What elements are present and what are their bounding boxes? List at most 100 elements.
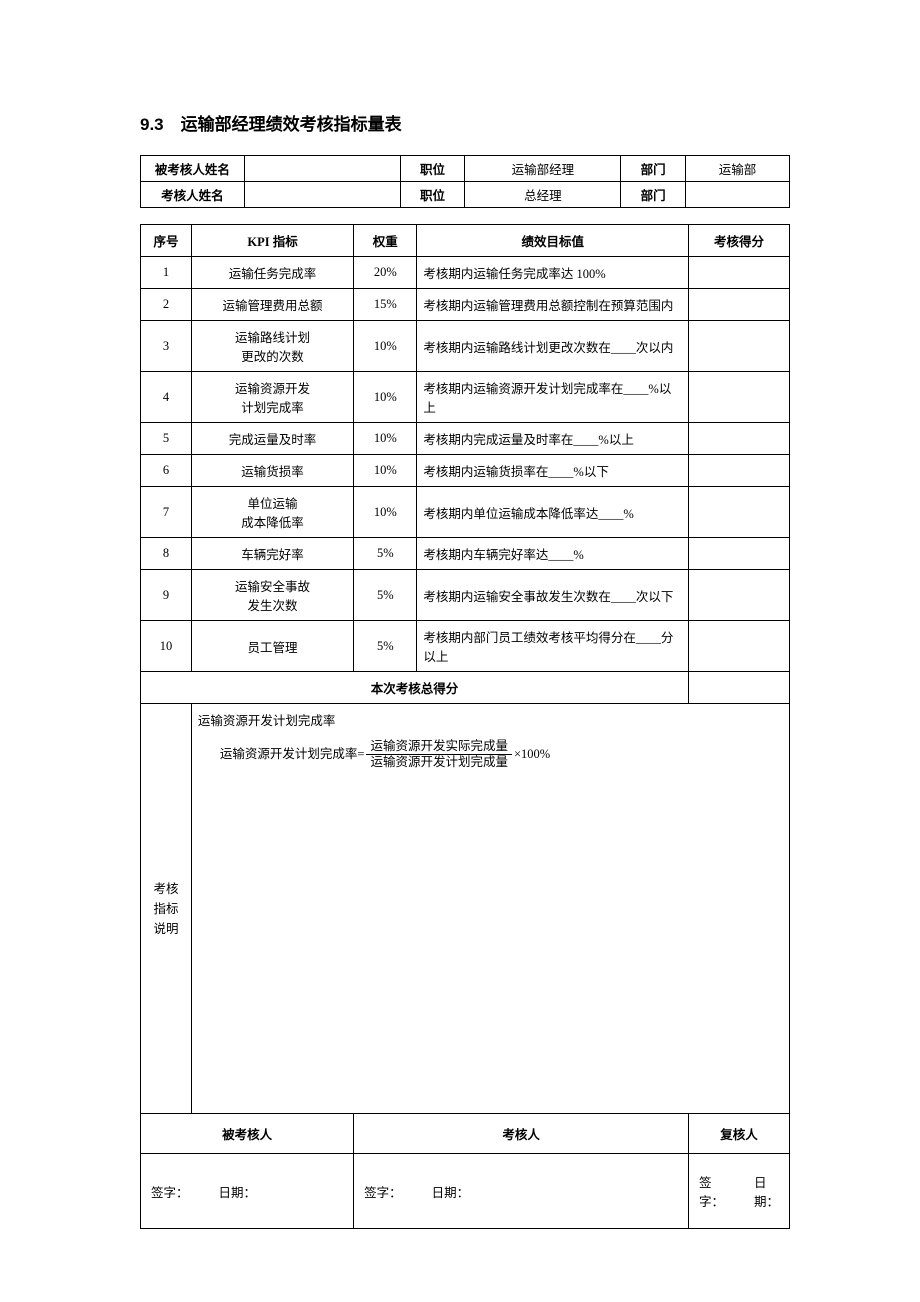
table-row: 6运输货损率10%考核期内运输货损率在____%以下 bbox=[141, 455, 790, 487]
cell-label: 被考核人姓名 bbox=[141, 156, 245, 182]
cell-seq: 3 bbox=[141, 321, 192, 372]
cell-weight: 10% bbox=[354, 372, 417, 423]
sign-body-row: 签字： 日期： 签字： 日期： 签字： 日期： bbox=[141, 1154, 790, 1229]
signature-label: 签字： bbox=[364, 1182, 402, 1201]
cell-weight: 20% bbox=[354, 257, 417, 289]
date-label: 日期： bbox=[432, 1182, 470, 1201]
cell-kpi: 员工管理 bbox=[191, 621, 353, 672]
cell-score bbox=[688, 538, 789, 570]
sign-cell-reviewer: 签字： 日期： bbox=[688, 1154, 789, 1229]
cell-weight: 15% bbox=[354, 289, 417, 321]
col-weight: 权重 bbox=[354, 225, 417, 257]
formula-lhs: 运输资源开发计划完成率= bbox=[220, 743, 365, 766]
cell-score bbox=[688, 423, 789, 455]
cell-kpi: 单位运输成本降低率 bbox=[191, 487, 353, 538]
cell-seq: 6 bbox=[141, 455, 192, 487]
cell-seq: 9 bbox=[141, 570, 192, 621]
cell-seq: 2 bbox=[141, 289, 192, 321]
formula-numerator: 运输资源开发实际完成量 bbox=[366, 739, 512, 756]
explain-line1: 运输资源开发计划完成率 bbox=[198, 710, 783, 733]
date-label: 日期： bbox=[219, 1182, 257, 1201]
cell-seq: 1 bbox=[141, 257, 192, 289]
cell-kpi: 完成运量及时率 bbox=[191, 423, 353, 455]
cell-label: 部门 bbox=[621, 182, 686, 208]
formula-denominator: 运输资源开发计划完成量 bbox=[366, 755, 512, 771]
cell-target: 考核期内运输任务完成率达 100% bbox=[417, 257, 689, 289]
table-row: 1运输任务完成率20%考核期内运输任务完成率达 100% bbox=[141, 257, 790, 289]
col-seq: 序号 bbox=[141, 225, 192, 257]
table-header-row: 序号 KPI 指标 权重 绩效目标值 考核得分 bbox=[141, 225, 790, 257]
table-row: 3运输路线计划更改的次数10%考核期内运输路线计划更改次数在____次以内 bbox=[141, 321, 790, 372]
cell-value bbox=[244, 182, 400, 208]
sign-col-examiner: 考核人 bbox=[354, 1114, 689, 1154]
cell-score bbox=[688, 455, 789, 487]
sign-col-examinee: 被考核人 bbox=[141, 1114, 354, 1154]
kpi-table: 序号 KPI 指标 权重 绩效目标值 考核得分 1运输任务完成率20%考核期内运… bbox=[140, 224, 790, 1229]
cell-target: 考核期内完成运量及时率在____%以上 bbox=[417, 423, 689, 455]
sign-cell-examiner: 签字： 日期： bbox=[354, 1154, 689, 1229]
cell-kpi: 运输安全事故发生次数 bbox=[191, 570, 353, 621]
table-row: 8车辆完好率5%考核期内车辆完好率达____% bbox=[141, 538, 790, 570]
cell-seq: 4 bbox=[141, 372, 192, 423]
cell-target: 考核期内运输路线计划更改次数在____次以内 bbox=[417, 321, 689, 372]
cell-weight: 10% bbox=[354, 321, 417, 372]
cell-seq: 5 bbox=[141, 423, 192, 455]
cell-label: 职位 bbox=[400, 182, 465, 208]
cell-kpi: 运输资源开发计划完成率 bbox=[191, 372, 353, 423]
cell-score bbox=[688, 289, 789, 321]
cell-kpi: 运输路线计划更改的次数 bbox=[191, 321, 353, 372]
cell-kpi: 车辆完好率 bbox=[191, 538, 353, 570]
cell-value: 总经理 bbox=[465, 182, 621, 208]
table-row: 10员工管理5%考核期内部门员工绩效考核平均得分在____分以上 bbox=[141, 621, 790, 672]
cell-value: 运输部经理 bbox=[465, 156, 621, 182]
cell-score bbox=[688, 487, 789, 538]
cell-seq: 8 bbox=[141, 538, 192, 570]
cell-score bbox=[688, 570, 789, 621]
col-target: 绩效目标值 bbox=[417, 225, 689, 257]
cell-value bbox=[686, 182, 790, 208]
table-row: 5完成运量及时率10%考核期内完成运量及时率在____%以上 bbox=[141, 423, 790, 455]
cell-seq: 10 bbox=[141, 621, 192, 672]
table-row: 2运输管理费用总额15%考核期内运输管理费用总额控制在预算范围内 bbox=[141, 289, 790, 321]
total-label: 本次考核总得分 bbox=[141, 672, 689, 704]
total-score bbox=[688, 672, 789, 704]
cell-target: 考核期内部门员工绩效考核平均得分在____分以上 bbox=[417, 621, 689, 672]
table-row: 9运输安全事故发生次数5%考核期内运输安全事故发生次数在____次以下 bbox=[141, 570, 790, 621]
date-label: 日期： bbox=[754, 1172, 779, 1210]
header-table: 被考核人姓名 职位 运输部经理 部门 运输部 考核人姓名 职位 总经理 部门 bbox=[140, 155, 790, 208]
cell-target: 考核期内运输安全事故发生次数在____次以下 bbox=[417, 570, 689, 621]
table-row: 考核人姓名 职位 总经理 部门 bbox=[141, 182, 790, 208]
cell-target: 考核期内运输管理费用总额控制在预算范围内 bbox=[417, 289, 689, 321]
cell-label: 考核人姓名 bbox=[141, 182, 245, 208]
cell-score bbox=[688, 372, 789, 423]
cell-weight: 10% bbox=[354, 487, 417, 538]
explain-row: 考核指标说明 运输资源开发计划完成率 运输资源开发计划完成率= 运输资源开发实际… bbox=[141, 704, 790, 1114]
cell-weight: 10% bbox=[354, 455, 417, 487]
cell-weight: 5% bbox=[354, 621, 417, 672]
sign-col-reviewer: 复核人 bbox=[688, 1114, 789, 1154]
signature-label: 签字： bbox=[699, 1172, 724, 1210]
cell-kpi: 运输管理费用总额 bbox=[191, 289, 353, 321]
sign-header-row: 被考核人 考核人 复核人 bbox=[141, 1114, 790, 1154]
table-row: 被考核人姓名 职位 运输部经理 部门 运输部 bbox=[141, 156, 790, 182]
table-row: 4运输资源开发计划完成率10%考核期内运输资源开发计划完成率在____%以上 bbox=[141, 372, 790, 423]
cell-target: 考核期内单位运输成本降低率达____% bbox=[417, 487, 689, 538]
table-row: 7单位运输成本降低率10%考核期内单位运输成本降低率达____% bbox=[141, 487, 790, 538]
cell-score bbox=[688, 257, 789, 289]
cell-value bbox=[244, 156, 400, 182]
cell-score bbox=[688, 321, 789, 372]
cell-label: 部门 bbox=[621, 156, 686, 182]
cell-target: 考核期内车辆完好率达____% bbox=[417, 538, 689, 570]
total-row: 本次考核总得分 bbox=[141, 672, 790, 704]
cell-seq: 7 bbox=[141, 487, 192, 538]
cell-score bbox=[688, 621, 789, 672]
cell-weight: 10% bbox=[354, 423, 417, 455]
explain-label: 考核指标说明 bbox=[141, 704, 192, 1114]
formula-tail: ×100% bbox=[514, 743, 550, 766]
cell-value: 运输部 bbox=[686, 156, 790, 182]
cell-kpi: 运输货损率 bbox=[191, 455, 353, 487]
sign-cell-examinee: 签字： 日期： bbox=[141, 1154, 354, 1229]
signature-label: 签字： bbox=[151, 1182, 189, 1201]
formula-fraction: 运输资源开发实际完成量 运输资源开发计划完成量 bbox=[366, 739, 512, 771]
explain-body: 运输资源开发计划完成率 运输资源开发计划完成率= 运输资源开发实际完成量 运输资… bbox=[191, 704, 789, 1114]
